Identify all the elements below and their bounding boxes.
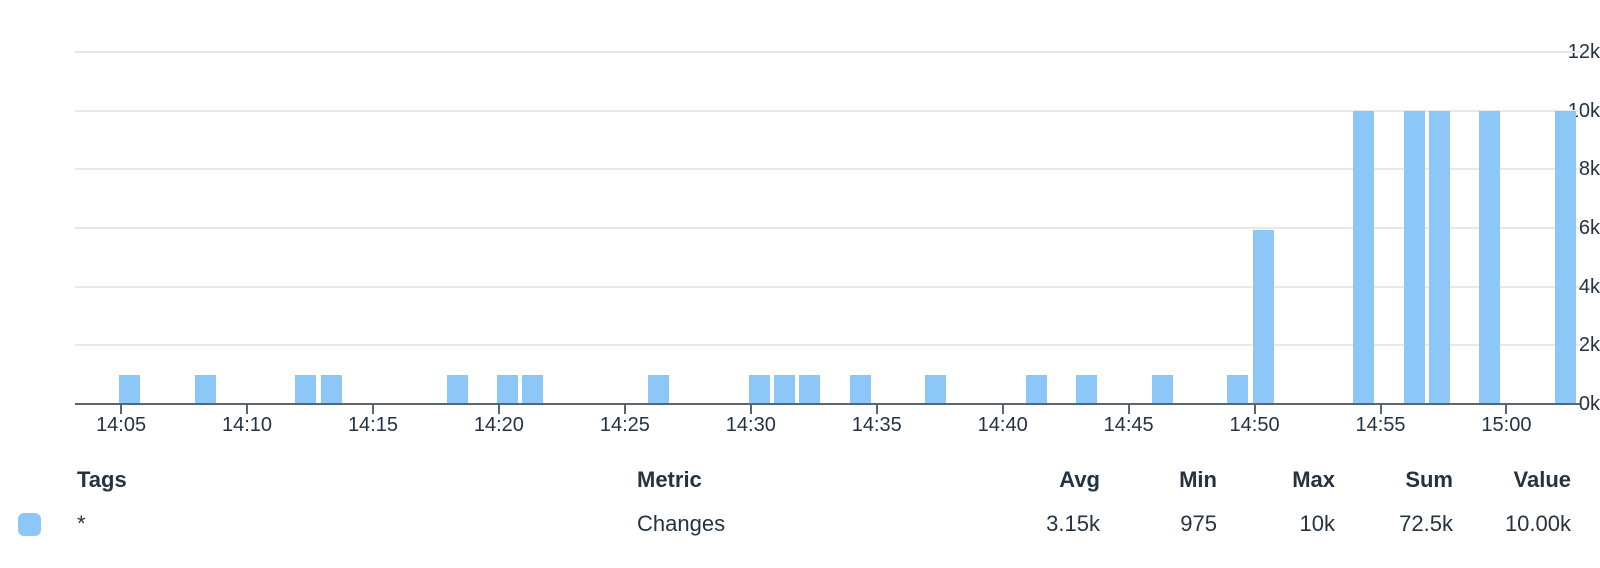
legend-value-value: 10.00k: [1504, 511, 1571, 536]
bar[interactable]: [1252, 230, 1274, 404]
y-axis-label: 4k: [1578, 275, 1600, 298]
x-axis-tick: [1127, 405, 1130, 414]
bar[interactable]: [1353, 110, 1375, 404]
x-axis-label: 14:45: [1103, 414, 1154, 436]
bar[interactable]: [1403, 110, 1425, 404]
legend-header-avg: Avg: [1059, 467, 1100, 492]
legend-header-sum: Sum: [1405, 467, 1453, 492]
x-axis-label: 14:15: [347, 414, 398, 436]
gridline: [75, 168, 1580, 171]
bar[interactable]: [925, 375, 947, 404]
x-axis-tick: [1505, 405, 1508, 414]
changes-bar-chart: 0k 2k 4k 6k 8k 10k 12k 14:05 14:10 14:15 14:20 14:…: [75, 41, 1600, 436]
x-axis-tick: [875, 405, 878, 414]
legend-table: Tags Metric Avg Min Max Sum Value * Chan…: [0, 458, 1600, 546]
bar[interactable]: [119, 375, 141, 404]
legend-swatch-cell: [0, 512, 77, 536]
x-axis-label: 14:55: [1355, 414, 1406, 436]
x-axis-tick: [120, 405, 123, 414]
x-axis-label: 14:20: [473, 414, 524, 436]
gridline: [75, 227, 1580, 229]
x-axis-tick: [246, 405, 249, 414]
legend-header-value: Value: [1513, 467, 1571, 492]
bar[interactable]: [748, 375, 770, 404]
x-axis-tick: [497, 405, 500, 414]
legend-min-value: 975: [1180, 511, 1217, 536]
legend-tags-value: *: [77, 511, 86, 536]
x-axis-tick: [1001, 405, 1004, 414]
x-axis-label: 14:50: [1229, 414, 1280, 436]
bar[interactable]: [1227, 375, 1249, 404]
x-axis-label: 14:40: [977, 414, 1028, 436]
y-axis-label: 10k: [1567, 99, 1600, 122]
bar[interactable]: [1151, 375, 1173, 404]
x-axis-label: 14:30: [725, 414, 776, 436]
x-axis-tick: [1379, 405, 1382, 414]
bar[interactable]: [849, 375, 871, 404]
legend-max-value: 10k: [1299, 511, 1335, 536]
gridline: [75, 51, 1580, 53]
legend-header-metric: Metric: [637, 467, 702, 492]
gridline: [75, 344, 1580, 347]
legend-header-min: Min: [1179, 467, 1217, 492]
bar[interactable]: [320, 375, 342, 404]
y-axis-label: 6k: [1578, 217, 1600, 239]
legend-header-tags: Tags: [77, 467, 127, 492]
bar[interactable]: [496, 375, 518, 404]
x-axis-label: 15:00: [1481, 414, 1532, 436]
legend-avg-value: 3.15k: [1046, 511, 1100, 536]
y-axis-label: 12k: [1567, 41, 1600, 63]
y-axis-label: 2k: [1578, 334, 1600, 357]
y-axis-label: 8k: [1578, 158, 1600, 181]
bar[interactable]: [1025, 375, 1047, 404]
legend-series-row[interactable]: * Changes 3.15k 975 10k 72.5k 10.00k: [0, 502, 1600, 546]
x-axis-tick: [1253, 405, 1256, 414]
bar[interactable]: [1554, 110, 1576, 404]
x-axis-label: 14:35: [851, 414, 902, 436]
y-axis-label: 0k: [1578, 393, 1600, 415]
bar[interactable]: [194, 375, 216, 404]
legend-metric-value: Changes: [637, 511, 726, 536]
x-axis-label: 14:25: [599, 414, 650, 436]
x-axis-label: 14:10: [222, 414, 273, 436]
bar[interactable]: [1076, 375, 1098, 404]
x-axis-line: [75, 403, 1580, 405]
gridline: [75, 285, 1580, 288]
bar[interactable]: [522, 375, 544, 404]
bar[interactable]: [773, 375, 795, 404]
series-color-swatch[interactable]: [18, 512, 41, 536]
bar[interactable]: [295, 375, 317, 404]
x-axis-label: 14:05: [96, 414, 147, 436]
legend-sum-value: 72.5k: [1399, 511, 1453, 536]
legend-header-row: Tags Metric Avg Min Max Sum Value: [0, 458, 1600, 502]
x-axis-tick: [749, 405, 752, 414]
bar[interactable]: [648, 375, 670, 404]
x-axis-tick: [371, 405, 374, 414]
plot-area[interactable]: [75, 51, 1580, 404]
legend-header-max: Max: [1292, 467, 1335, 492]
bar[interactable]: [446, 375, 468, 404]
bar[interactable]: [799, 375, 821, 404]
bar[interactable]: [1428, 110, 1450, 404]
bar[interactable]: [1479, 110, 1501, 404]
x-axis-tick: [623, 405, 626, 414]
gridline: [75, 109, 1580, 112]
